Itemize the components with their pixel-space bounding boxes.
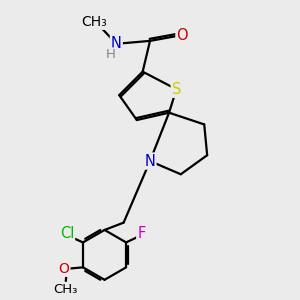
Text: H: H — [106, 49, 116, 62]
Text: CH₃: CH₃ — [81, 15, 107, 29]
Text: O: O — [176, 28, 188, 43]
Text: N: N — [145, 154, 155, 169]
Text: O: O — [58, 262, 69, 276]
Text: F: F — [137, 226, 146, 241]
Text: Cl: Cl — [60, 226, 74, 241]
Text: N: N — [111, 36, 122, 51]
Text: CH₃: CH₃ — [53, 283, 78, 296]
Text: S: S — [172, 82, 181, 97]
